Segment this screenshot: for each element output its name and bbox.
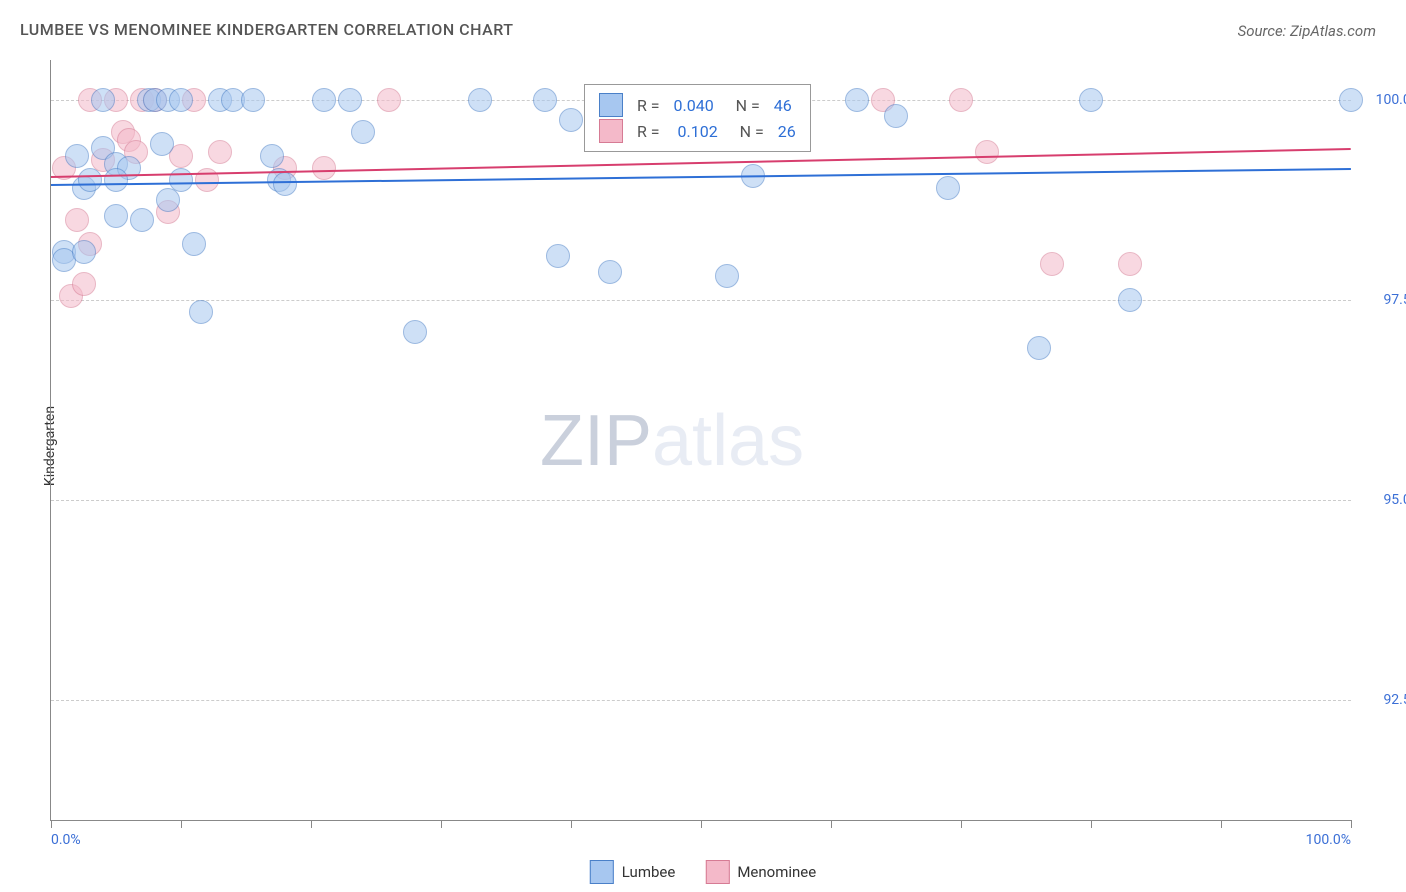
lumbee-point xyxy=(273,172,297,196)
legend-row: R = 0.102 N = 26 xyxy=(599,119,796,143)
x-tick xyxy=(701,820,702,828)
x-tick xyxy=(961,820,962,828)
x-tick xyxy=(831,820,832,828)
legend-row: R = 0.040 N = 46 xyxy=(599,93,796,117)
x-tick xyxy=(51,820,52,828)
legend-r-value: 0.102 xyxy=(674,122,718,141)
lumbee-point xyxy=(91,88,115,112)
legend-swatch xyxy=(590,860,614,884)
lumbee-point xyxy=(1027,336,1051,360)
menominee-point xyxy=(1118,252,1142,276)
menominee-point xyxy=(377,88,401,112)
lumbee-point xyxy=(182,232,206,256)
gridline xyxy=(51,700,1351,701)
legend-text: R = xyxy=(633,122,664,141)
lumbee-point xyxy=(72,240,96,264)
lumbee-point xyxy=(715,264,739,288)
legend-label: Lumbee xyxy=(622,863,676,881)
lumbee-point xyxy=(104,204,128,228)
x-tick xyxy=(1221,820,1222,828)
gridline xyxy=(51,300,1351,301)
gridline xyxy=(51,500,1351,501)
x-tick xyxy=(441,820,442,828)
lumbee-point xyxy=(936,176,960,200)
lumbee-point xyxy=(884,104,908,128)
chart-title: LUMBEE VS MENOMINEE KINDERGARTEN CORRELA… xyxy=(20,20,513,39)
y-tick-label: 97.5% xyxy=(1361,292,1406,308)
source-label: Source: ZipAtlas.com xyxy=(1238,22,1376,40)
lumbee-point xyxy=(65,144,89,168)
lumbee-point xyxy=(169,88,193,112)
x-tick-label: 100.0% xyxy=(1306,832,1351,848)
lumbee-point xyxy=(403,320,427,344)
scatter-plot: 92.5%95.0%97.5%100.0%0.0%100.0% R = 0.04… xyxy=(50,60,1351,821)
legend-swatch xyxy=(599,119,623,143)
lumbee-point xyxy=(1118,288,1142,312)
legend-r-value: 0.040 xyxy=(674,96,714,115)
legend-bottom: Lumbee Menominee xyxy=(590,860,816,884)
legend-swatch xyxy=(599,93,623,117)
lumbee-point xyxy=(1339,88,1363,112)
lumbee-point xyxy=(533,88,557,112)
lumbee-point xyxy=(338,88,362,112)
lumbee-point xyxy=(1079,88,1103,112)
lumbee-point xyxy=(845,88,869,112)
lumbee-point xyxy=(559,108,583,132)
legend-text: N = xyxy=(724,96,764,115)
legend-text: N = xyxy=(728,122,768,141)
menominee-regression-line xyxy=(51,148,1351,178)
y-tick-label: 92.5% xyxy=(1361,692,1406,708)
lumbee-point xyxy=(351,120,375,144)
legend-label: Menominee xyxy=(737,863,816,881)
lumbee-regression-line xyxy=(51,168,1351,186)
legend-item: Lumbee xyxy=(590,860,676,884)
legend-text: R = xyxy=(633,96,664,115)
menominee-point xyxy=(65,208,89,232)
legend-item: Menominee xyxy=(705,860,816,884)
lumbee-point xyxy=(260,144,284,168)
x-tick xyxy=(571,820,572,828)
lumbee-point xyxy=(130,208,154,232)
lumbee-point xyxy=(598,260,622,284)
lumbee-point xyxy=(546,244,570,268)
lumbee-point xyxy=(241,88,265,112)
y-tick-label: 100.0% xyxy=(1361,92,1406,108)
lumbee-point xyxy=(150,132,174,156)
lumbee-point xyxy=(78,168,102,192)
legend-swatch xyxy=(705,860,729,884)
lumbee-point xyxy=(189,300,213,324)
lumbee-point xyxy=(468,88,492,112)
lumbee-point xyxy=(156,188,180,212)
menominee-point xyxy=(312,156,336,180)
menominee-point xyxy=(949,88,973,112)
legend-stats: R = 0.040 N = 46 R = 0.102 N = 26 xyxy=(584,84,811,152)
menominee-point xyxy=(72,272,96,296)
menominee-point xyxy=(1040,252,1064,276)
x-tick-label: 0.0% xyxy=(51,832,81,848)
lumbee-point xyxy=(104,168,128,192)
x-tick xyxy=(311,820,312,828)
menominee-point xyxy=(975,140,999,164)
y-tick-label: 95.0% xyxy=(1361,492,1406,508)
legend-n-value: 46 xyxy=(774,96,792,115)
x-tick xyxy=(1091,820,1092,828)
lumbee-point xyxy=(169,168,193,192)
x-tick xyxy=(1351,820,1352,828)
menominee-point xyxy=(208,140,232,164)
lumbee-point xyxy=(312,88,336,112)
x-tick xyxy=(181,820,182,828)
legend-n-value: 26 xyxy=(778,122,796,141)
